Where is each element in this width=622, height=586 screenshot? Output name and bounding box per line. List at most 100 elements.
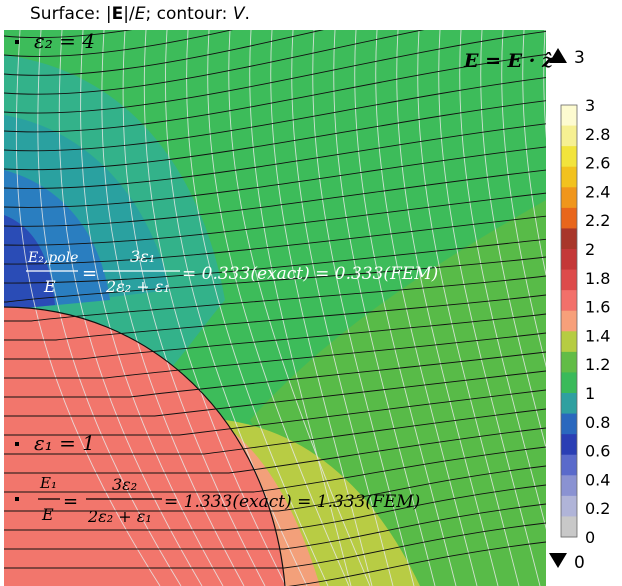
svg-text:= 1.333(exact) = 1.333(FEM): = 1.333(exact) = 1.333(FEM) [164,492,420,512]
outer-band-blue-2 [4,215,55,310]
field-line [417,30,520,586]
colorbar-tick-label: 1 [585,384,595,403]
contour-line [4,370,546,417]
colorbar-swatch [561,290,577,312]
svg-text:0: 0 [574,553,585,573]
contour-line [4,427,546,474]
colorbar-swatch [561,105,577,127]
field-line [270,30,373,586]
colorbar-swatch [561,166,577,188]
svg-text:2ε₂ + ε₁: 2ε₂ + ε₁ [87,507,152,526]
colorbar-tick-label: 0 [585,528,595,547]
svg-text:ε₂ = 4: ε₂ = 4 [34,29,95,53]
field-line [501,30,546,368]
contour-line [4,351,546,398]
colorbar-swatch [561,516,577,538]
svg-text:=: = [82,263,97,284]
contour-line [4,169,546,227]
field-line [186,30,329,586]
colorbar-tick-label: 3 [585,96,595,115]
colorbar-swatch [561,393,577,415]
field-line [480,30,546,450]
field-line [291,30,394,586]
field-line [375,30,478,586]
colorbar-tick-label: 2.6 [585,154,610,173]
colorbar-tick-label: 0.8 [585,413,610,432]
field-line [396,30,499,586]
colorbar-swatch [561,228,577,250]
colorbar-swatch [561,146,577,168]
colorbar-swatch [561,434,577,456]
contour-line [4,54,546,133]
contour-line [4,30,425,95]
contour-line [4,294,546,341]
colorbar-swatches [561,105,577,538]
colorbar-max-marker: 3 [549,48,585,68]
contour-line [4,522,546,569]
colorbar-swatch [561,125,577,147]
field-line [438,30,541,586]
colorbar-swatch [561,249,577,271]
contour-line [4,100,546,171]
colorbar-swatch [561,207,577,229]
field-line [333,30,436,586]
colorbar-swatch [561,269,577,291]
svg-text:= 0.333(exact) = 0.333(FEM): = 0.333(exact) = 0.333(FEM) [182,264,438,284]
field-line [249,30,352,586]
colorbar-tick-label: 2.4 [585,182,610,201]
svg-text:3ε₂: 3ε₂ [112,475,137,494]
contour-line [4,30,546,114]
contour-line [4,446,546,493]
svg-text:=: = [63,491,78,512]
contour-lines-black [4,30,546,586]
colorbar-swatch [561,475,577,497]
contour-line [4,238,546,284]
contour-line [4,146,546,208]
colorbar-tick-label: 0.4 [585,470,610,489]
colorbar-swatch [561,351,577,373]
colorbar-tick-label: 2 [585,240,595,259]
contour-line [4,77,546,152]
colorbar-tick-label: 1.4 [585,326,610,345]
svg-text:2ε₂ + ε₁: 2ε₂ + ε₁ [105,277,170,296]
svg-text:E: E [41,505,54,524]
svg-text:ε₁ = 1: ε₁ = 1 [34,431,95,455]
contour-line [288,541,546,586]
contour-line [4,256,546,303]
colorbar-tick-label: 0.6 [585,442,610,461]
colorbar-tick-label: 2.2 [585,211,610,230]
colorbar-swatch [561,187,577,209]
contour-line [4,275,546,322]
colorbar-swatch [561,372,577,394]
colorbar-swatch [561,413,577,435]
colorbar-tick-label: 0.2 [585,499,610,518]
field-line [522,30,546,277]
contour-line [4,465,546,512]
field-line [312,30,415,586]
contour-line [4,215,546,265]
svg-text:E = E · ẑ: E = E · ẑ [463,50,554,72]
inner-sphere-region [4,307,285,586]
contour-line [4,332,546,379]
contour-line [4,30,133,39]
pole-formula: E₂,pole E = 3ε₁ 2ε₂ + ε₁ = 0.333(exact) … [26,247,438,296]
field-line [228,30,371,586]
svg-text:3ε₁: 3ε₁ [130,247,155,266]
svg-text:E₁: E₁ [39,474,57,492]
svg-text:3: 3 [574,48,585,68]
colorbar-swatch [561,310,577,332]
contour-line [4,30,324,76]
field-line [354,30,457,586]
sphere-boundary [4,306,286,586]
contour-line [4,192,546,246]
colorbar-frame [560,104,578,538]
contour-line [4,30,234,57]
colorbar-tick-label: 1.2 [585,355,610,374]
field-line [459,30,546,530]
colorbar-swatch [561,331,577,353]
contour-line [4,313,546,360]
colorbar-swatch [561,454,577,476]
plot-title: Surface: |E|/E; contour: V. [30,4,250,24]
